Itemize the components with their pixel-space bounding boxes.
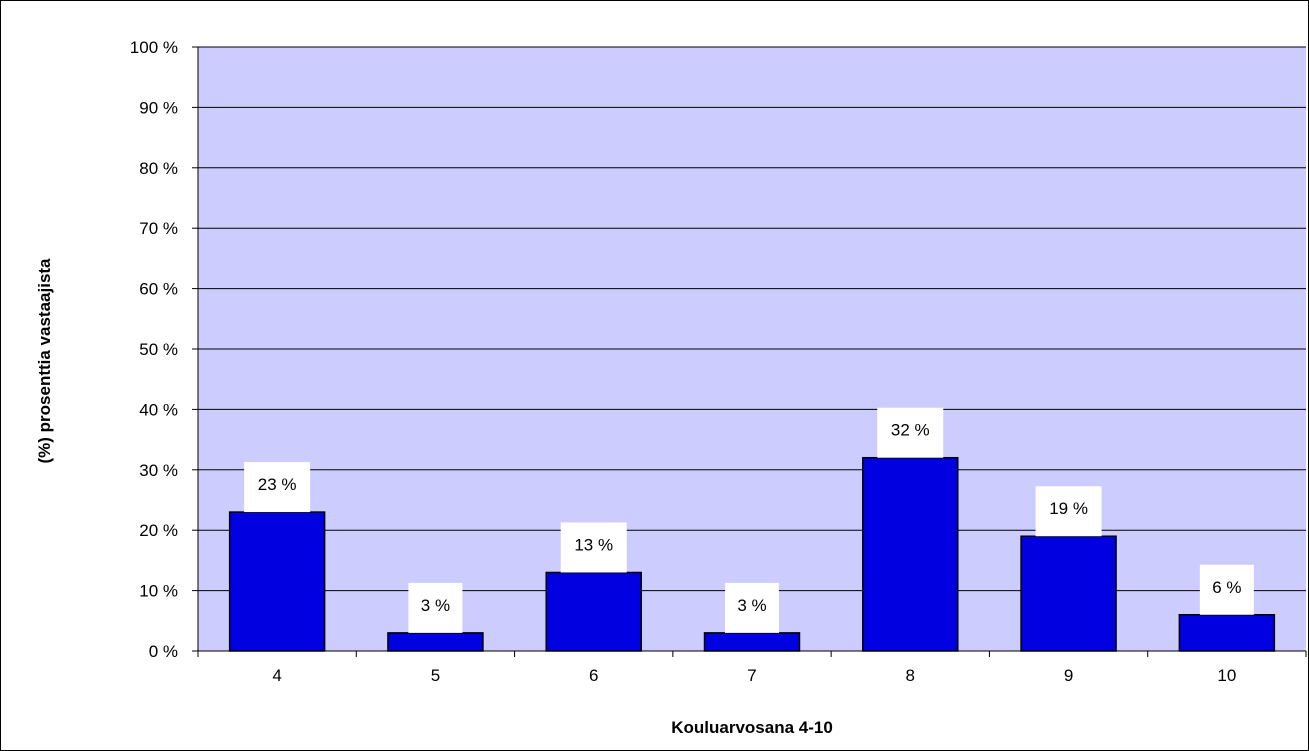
- x-tick-label: 8: [906, 666, 915, 685]
- data-label-background: [560, 522, 627, 573]
- bar: [545, 571, 642, 652]
- y-tick-label: 50 %: [139, 340, 178, 359]
- data-label: 3 %: [421, 596, 450, 615]
- data-labels: 23 % 3 % 13 % 3 % 32 % 19 % 6 %: [244, 407, 1254, 633]
- data-label: 3 %: [737, 596, 766, 615]
- data-label-background: [408, 582, 463, 633]
- bar: [862, 456, 959, 652]
- y-tick-label: 90 %: [139, 98, 178, 117]
- x-tick-labels: 4 5 6 7 8 9 10: [272, 666, 1236, 685]
- data-label-background: [725, 582, 779, 633]
- y-axis-title: (%) prosenttia vastaajista: [35, 258, 54, 464]
- data-label-background: [244, 462, 311, 513]
- y-tick-label: 70 %: [139, 219, 178, 238]
- y-tick-label: 10 %: [139, 582, 178, 601]
- bars: [228, 456, 1276, 652]
- data-label-background: [877, 407, 944, 458]
- data-label-background: [1199, 564, 1254, 615]
- x-tick-label: 10: [1217, 666, 1236, 685]
- y-tick-label: 80 %: [139, 159, 178, 178]
- data-label-background: [1035, 486, 1102, 537]
- gridlines: [198, 46, 1306, 592]
- y-tick-label: 40 %: [139, 400, 178, 419]
- x-tick-label: 9: [1064, 666, 1073, 685]
- bar: [1178, 614, 1276, 652]
- y-tick-label: 20 %: [139, 521, 178, 540]
- bar: [1020, 535, 1117, 652]
- y-tick-label: 30 %: [139, 461, 178, 480]
- y-tick-label: 60 %: [139, 280, 178, 299]
- y-tick-label: 0 %: [149, 642, 178, 661]
- x-tick-label: 7: [747, 666, 756, 685]
- x-tick-label: 6: [589, 666, 598, 685]
- x-tick-label: 4: [272, 666, 281, 685]
- bar: [387, 632, 484, 652]
- data-label: 6 %: [1212, 578, 1241, 597]
- data-label: 19 %: [1049, 499, 1088, 518]
- y-tick-labels: 0 % 10 % 20 % 30 % 40 % 50 % 60 % 70 % 80 % 90 % 1…: [130, 38, 178, 661]
- data-label: 13 %: [574, 535, 613, 554]
- data-label: 23 %: [258, 475, 297, 494]
- x-tick-label: 5: [431, 666, 440, 685]
- y-tick-label: 100 %: [130, 38, 178, 57]
- bar: [703, 632, 801, 652]
- bar: [228, 511, 326, 652]
- x-axis-title: Kouluarvosana 4-10: [671, 718, 833, 737]
- axes: [192, 46, 1307, 657]
- data-label: 32 %: [891, 421, 930, 440]
